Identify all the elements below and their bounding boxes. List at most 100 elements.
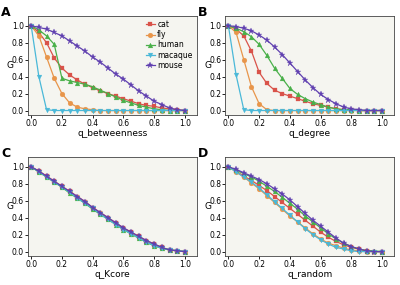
fly xyxy=(36,170,41,174)
fly xyxy=(90,207,95,210)
fly xyxy=(29,24,34,27)
mouse xyxy=(295,205,300,208)
human xyxy=(44,34,49,38)
cat xyxy=(326,105,331,109)
human xyxy=(175,249,180,253)
mouse xyxy=(280,192,285,196)
fly xyxy=(82,201,87,204)
human xyxy=(295,93,300,96)
mouse xyxy=(29,165,34,168)
mouse xyxy=(326,98,331,101)
macaque xyxy=(67,191,72,194)
mouse xyxy=(310,219,315,222)
fly xyxy=(264,194,269,198)
human xyxy=(241,172,246,175)
human xyxy=(272,66,277,70)
Line: human: human xyxy=(29,23,187,113)
mouse xyxy=(152,99,156,103)
human xyxy=(60,186,64,189)
macaque xyxy=(106,109,110,112)
macaque xyxy=(349,249,354,253)
mouse xyxy=(226,24,231,27)
fly xyxy=(280,207,285,211)
human xyxy=(67,79,72,83)
macaque xyxy=(295,220,300,224)
macaque xyxy=(364,109,369,112)
human xyxy=(303,97,308,100)
macaque xyxy=(349,109,354,112)
human xyxy=(326,105,331,109)
cat xyxy=(175,249,180,253)
human xyxy=(257,180,262,183)
fly xyxy=(67,101,72,105)
mouse xyxy=(167,106,172,110)
mouse xyxy=(136,235,141,238)
mouse xyxy=(357,108,362,111)
fly xyxy=(295,220,300,224)
human xyxy=(372,109,377,112)
macaque xyxy=(357,250,362,253)
human xyxy=(380,109,384,112)
cat xyxy=(372,250,377,253)
cat xyxy=(98,211,103,214)
human xyxy=(280,196,285,199)
fly xyxy=(226,24,231,27)
cat xyxy=(113,94,118,98)
macaque xyxy=(82,201,87,205)
fly xyxy=(175,249,180,253)
macaque xyxy=(98,109,103,112)
fly xyxy=(364,109,369,112)
cat xyxy=(121,226,126,230)
human xyxy=(136,104,141,107)
human xyxy=(249,175,254,179)
macaque xyxy=(264,109,269,112)
mouse xyxy=(175,249,180,253)
human xyxy=(29,24,34,27)
human xyxy=(341,108,346,111)
human xyxy=(310,220,315,224)
cat xyxy=(334,240,338,243)
fly xyxy=(334,244,338,247)
cat xyxy=(280,92,285,95)
mouse xyxy=(160,103,164,106)
human xyxy=(113,223,118,226)
mouse xyxy=(113,72,118,76)
human xyxy=(36,28,41,32)
cat xyxy=(326,235,331,239)
Line: fly: fly xyxy=(226,23,384,113)
human xyxy=(75,196,80,200)
cat xyxy=(303,99,308,103)
fly xyxy=(280,109,285,112)
cat xyxy=(349,108,354,111)
human xyxy=(380,250,384,253)
human xyxy=(106,92,110,95)
Line: mouse: mouse xyxy=(28,22,188,114)
fly xyxy=(29,165,34,168)
human xyxy=(357,109,362,112)
mouse xyxy=(234,168,238,171)
macaque xyxy=(272,200,277,203)
fly xyxy=(167,109,172,112)
mouse xyxy=(113,221,118,225)
macaque xyxy=(364,250,369,253)
cat xyxy=(357,247,362,251)
macaque xyxy=(303,227,308,231)
fly xyxy=(264,108,269,111)
cat xyxy=(90,206,95,209)
fly xyxy=(241,175,246,179)
fly xyxy=(380,109,384,112)
Line: fly: fly xyxy=(226,164,384,254)
fly xyxy=(234,170,238,174)
mouse xyxy=(241,171,246,174)
mouse xyxy=(106,216,110,219)
human xyxy=(364,249,369,253)
macaque xyxy=(113,223,118,226)
cat xyxy=(36,169,41,173)
cat xyxy=(175,108,180,111)
macaque xyxy=(326,242,331,246)
macaque xyxy=(129,109,134,112)
human xyxy=(160,247,164,250)
Line: mouse: mouse xyxy=(28,163,188,255)
macaque xyxy=(167,109,172,112)
mouse xyxy=(60,34,64,38)
